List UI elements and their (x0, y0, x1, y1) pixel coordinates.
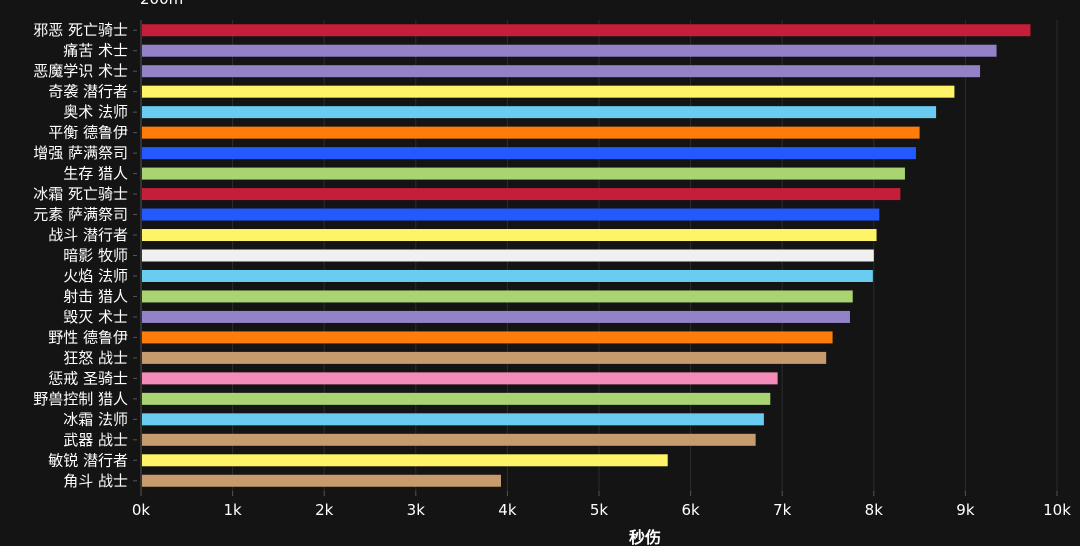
bar (142, 126, 920, 139)
x-tick-label: 2k (315, 501, 334, 519)
y-category-label: 邪恶 死亡骑士 (33, 21, 128, 39)
bar (142, 269, 873, 282)
x-tick-label: 8k (865, 501, 884, 519)
y-category-label: 射击 猎人 (63, 287, 128, 305)
bar (142, 167, 905, 180)
y-category-label: 狂怒 战士 (63, 349, 128, 367)
y-category-label: 生存 猎人 (63, 165, 128, 183)
y-category-label: 角斗 战士 (63, 472, 128, 490)
bar (142, 85, 955, 98)
x-tick-label: 9k (956, 501, 975, 519)
bar (142, 351, 827, 364)
bar (142, 65, 981, 78)
bar (142, 188, 901, 201)
y-category-label: 痛苦 术士 (63, 42, 128, 60)
y-category-label: 增强 萨满祭司 (33, 144, 128, 162)
y-category-label: 毁灭 术士 (63, 308, 128, 326)
bar (142, 454, 668, 467)
x-tick-label: 4k (498, 501, 517, 519)
bar (142, 310, 850, 323)
y-category-label: 暗影 牧师 (63, 247, 128, 265)
bar (142, 106, 937, 119)
bar (142, 208, 880, 221)
y-category-label: 战斗 潜行者 (48, 226, 128, 244)
x-tick-label: 0k (132, 501, 151, 519)
y-category-label: 平衡 德鲁伊 (48, 124, 128, 142)
bar (142, 290, 853, 303)
bar (142, 433, 756, 446)
y-category-label: 敏锐 潜行者 (48, 451, 128, 469)
x-tick-label: 5k (590, 501, 609, 519)
bar (142, 372, 778, 385)
bar (142, 474, 501, 487)
bar (142, 249, 874, 262)
bar (142, 44, 997, 57)
x-tick-label: 1k (223, 501, 242, 519)
x-tick-label: 6k (681, 501, 700, 519)
bar (142, 229, 877, 242)
bar (142, 24, 1031, 37)
y-category-label: 野兽控制 猎人 (33, 390, 128, 408)
bar (142, 147, 916, 160)
y-category-label: 奇袭 潜行者 (48, 83, 128, 101)
chart-subtitle: 200m (140, 0, 183, 8)
x-tick-label: 7k (773, 501, 792, 519)
y-category-label: 火焰 法师 (63, 267, 128, 285)
y-category-label: 冰霜 死亡骑士 (33, 185, 128, 203)
x-axis-title: 秒伤 (629, 528, 661, 546)
y-category-label: 元素 萨满祭司 (33, 206, 128, 224)
y-category-label: 恶魔学识 术士 (33, 62, 128, 80)
bar (142, 331, 833, 344)
y-category-label: 野性 德鲁伊 (48, 328, 128, 346)
y-category-label: 武器 战士 (63, 431, 128, 449)
y-category-label: 惩戒 圣骑士 (48, 369, 128, 387)
x-tick-label: 10k (1043, 501, 1071, 519)
y-category-label: 冰霜 法师 (63, 410, 128, 428)
y-category-label: 奥术 法师 (63, 103, 128, 121)
x-tick-label: 3k (407, 501, 426, 519)
bar (142, 392, 771, 405)
bar (142, 413, 764, 426)
